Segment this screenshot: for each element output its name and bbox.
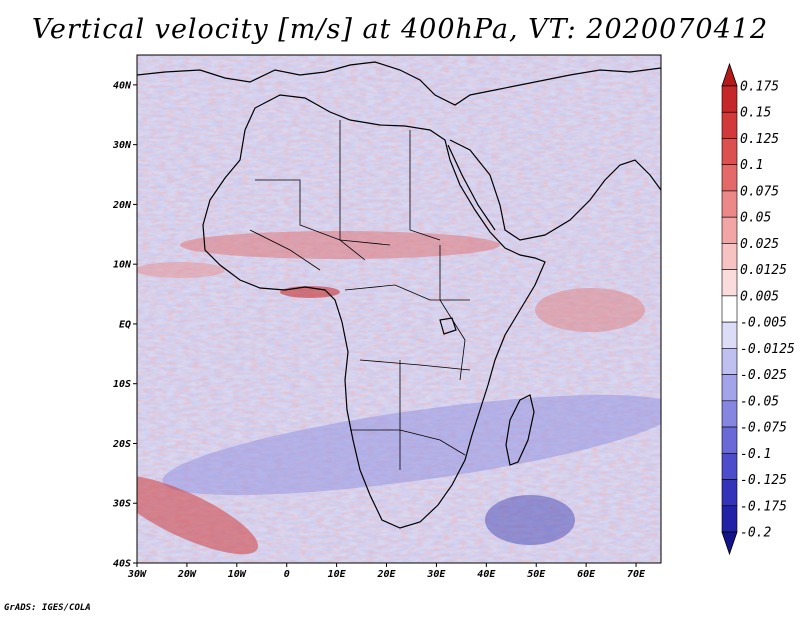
colorbar-bottom-arrow xyxy=(721,531,738,556)
colorbar-swatch xyxy=(721,505,738,533)
border-line xyxy=(350,429,466,456)
border-line xyxy=(249,229,321,271)
y-tick-label: 40S xyxy=(113,559,131,570)
colorbar-swatch xyxy=(721,452,738,480)
itcz-red-band xyxy=(180,231,500,259)
border-line xyxy=(359,359,471,371)
colorbar-level-label: 0.05 xyxy=(740,211,771,226)
y-tick-label: EQ xyxy=(119,319,131,330)
africa-coastline xyxy=(202,94,546,529)
colorbar-level-label: -0.025 xyxy=(740,368,787,383)
colorbar-level-label: -0.075 xyxy=(740,421,787,436)
southern-band-blue xyxy=(162,394,661,496)
coastlines xyxy=(137,61,661,529)
y-tick-label: 10S xyxy=(113,379,131,390)
southeast-blue-patch xyxy=(485,495,575,545)
colorbar-swatch xyxy=(721,138,738,166)
border-line xyxy=(409,130,441,241)
x-tick-label: 70E xyxy=(627,569,646,580)
colorbar-level-label: 0.15 xyxy=(740,106,771,121)
colorbar-level-label: 0.075 xyxy=(740,184,779,199)
y-tick-label: 20S xyxy=(112,439,131,450)
colorbar-level-label: 0.175 xyxy=(740,80,779,95)
colorbar-level-label: -0.175 xyxy=(740,499,787,514)
border-line xyxy=(439,245,466,381)
colorbar-swatch xyxy=(721,111,738,139)
madagascar xyxy=(505,394,535,466)
arabia-coast xyxy=(449,139,661,241)
border-line xyxy=(339,120,366,261)
colorbar-swatch xyxy=(721,243,738,270)
west-atlantic-red xyxy=(137,262,225,278)
colorbar-level-label: -0.05 xyxy=(740,394,779,409)
colorbar: 0.175 0.15 0.125 0.1 0.075 0.05 0.025 0.0125 0.0… xyxy=(721,62,795,556)
x-tick-label: 10W xyxy=(228,569,247,580)
x-tick-label: 20E xyxy=(376,569,396,580)
x-tick-label: 20W xyxy=(177,569,197,580)
colorbar-swatch xyxy=(721,348,738,375)
x-tick-label: 30W xyxy=(127,569,147,580)
colorbar-level-label: -0.005 xyxy=(740,316,787,331)
x-tick-label: 30E xyxy=(426,569,446,580)
europe-coast xyxy=(137,61,661,106)
y-tick-label: 10N xyxy=(113,260,132,271)
colorbar-level-label: -0.2 xyxy=(740,526,771,541)
colorbar-swatch xyxy=(721,374,738,402)
lake-victoria xyxy=(439,317,457,335)
colorbar-level-label: 0.0125 xyxy=(740,263,787,278)
colorbar-level-label: 0.125 xyxy=(740,132,779,147)
colorbar-swatch xyxy=(721,190,738,218)
colorbar-swatch xyxy=(721,295,738,323)
colorbar-swatch xyxy=(721,269,738,297)
colorbar-level-label: 0.025 xyxy=(740,237,779,252)
map-title: Vertical velocity [m/s] at 400hPa, VT: 2… xyxy=(31,14,769,45)
plot-frame xyxy=(136,54,662,564)
colorbar-swatch xyxy=(721,216,738,244)
colorbar-swatch xyxy=(721,479,738,507)
colorbar-level-label: -0.0125 xyxy=(740,342,795,357)
y-tick-label: 20N xyxy=(112,200,132,211)
colorbar-level-label: 0.005 xyxy=(740,289,779,304)
colorbar-swatch xyxy=(721,164,738,192)
colorbar-swatch xyxy=(721,321,738,349)
x-tick-label: 10E xyxy=(328,569,347,580)
colorbar-level-label: -0.1 xyxy=(740,447,771,462)
colorbar-top-arrow xyxy=(721,62,738,87)
grads-credit: GrADS: IGES/COLA xyxy=(4,603,91,613)
y-tick-label: 30N xyxy=(112,140,132,151)
colorbar-swatch xyxy=(721,400,738,428)
border-line xyxy=(255,179,391,246)
indian-ocean-red xyxy=(535,288,645,332)
colorbar-swatch xyxy=(721,426,738,454)
x-tick-label: 50E xyxy=(527,569,546,580)
red-sea xyxy=(447,144,496,231)
y-tick-label: 30S xyxy=(112,499,131,510)
y-axis-ticks: 40N 30N 20N 10N EQ 10S 20S 30S 40S xyxy=(112,80,137,570)
x-tick-label: 60E xyxy=(577,569,596,580)
border-line xyxy=(344,284,470,301)
y-tick-label: 40N xyxy=(113,80,132,91)
x-tick-label: 40E xyxy=(477,569,496,580)
colorbar-level-label: 0.1 xyxy=(740,158,763,173)
field-plot xyxy=(137,55,661,563)
x-axis-ticks: 30W 20W 10W 0 10E 20E 30E 40E 50E 60E 70E xyxy=(127,563,646,580)
country-borders xyxy=(249,120,471,470)
southwest-red-band xyxy=(137,475,259,555)
x-tick-label: 0 xyxy=(284,569,290,580)
colorbar-level-label: -0.125 xyxy=(740,473,787,488)
colorbar-swatch xyxy=(721,85,738,113)
